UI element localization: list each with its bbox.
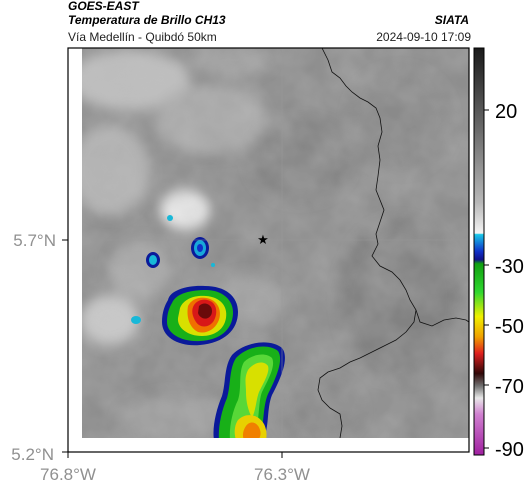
lat-tick-label: 5.2°N (11, 445, 54, 464)
convective-cell-small (131, 215, 215, 324)
timestamp-label: 2024-09-10 17:09 (376, 30, 471, 44)
lon-tick-label: 76.3°W (254, 465, 310, 484)
product-title: Temperatura de Brillo CH13 (68, 13, 226, 27)
colorbar: 20 -30 -50 -70 -90 (473, 47, 524, 461)
lat-tick-label: 5.7°N (13, 231, 56, 250)
graticule (82, 48, 469, 438)
convective-cell-south (213, 342, 285, 438)
satellite-title: GOES-EAST (68, 0, 139, 13)
colorbar-tick-label: 20 (495, 101, 517, 123)
convective-cell-large (162, 285, 238, 346)
lon-tick-label: 76.8°W (40, 465, 96, 484)
star-icon: ★ (257, 232, 269, 247)
colorbar-tick-label: -50 (495, 316, 524, 338)
colorbar-tick-label: -30 (495, 256, 524, 278)
axis-ticks (62, 239, 283, 458)
organization-label: SIATA (434, 13, 469, 27)
department-boundary (317, 48, 469, 438)
brightness-temperature-field: ★ (82, 48, 469, 438)
colorbar-tick-label: -70 (495, 376, 524, 398)
map-frame (67, 47, 470, 453)
colorbar-tick-label: -90 (495, 439, 524, 461)
route-subtitle: Vía Medellín - Quibdó 50km (68, 30, 217, 44)
